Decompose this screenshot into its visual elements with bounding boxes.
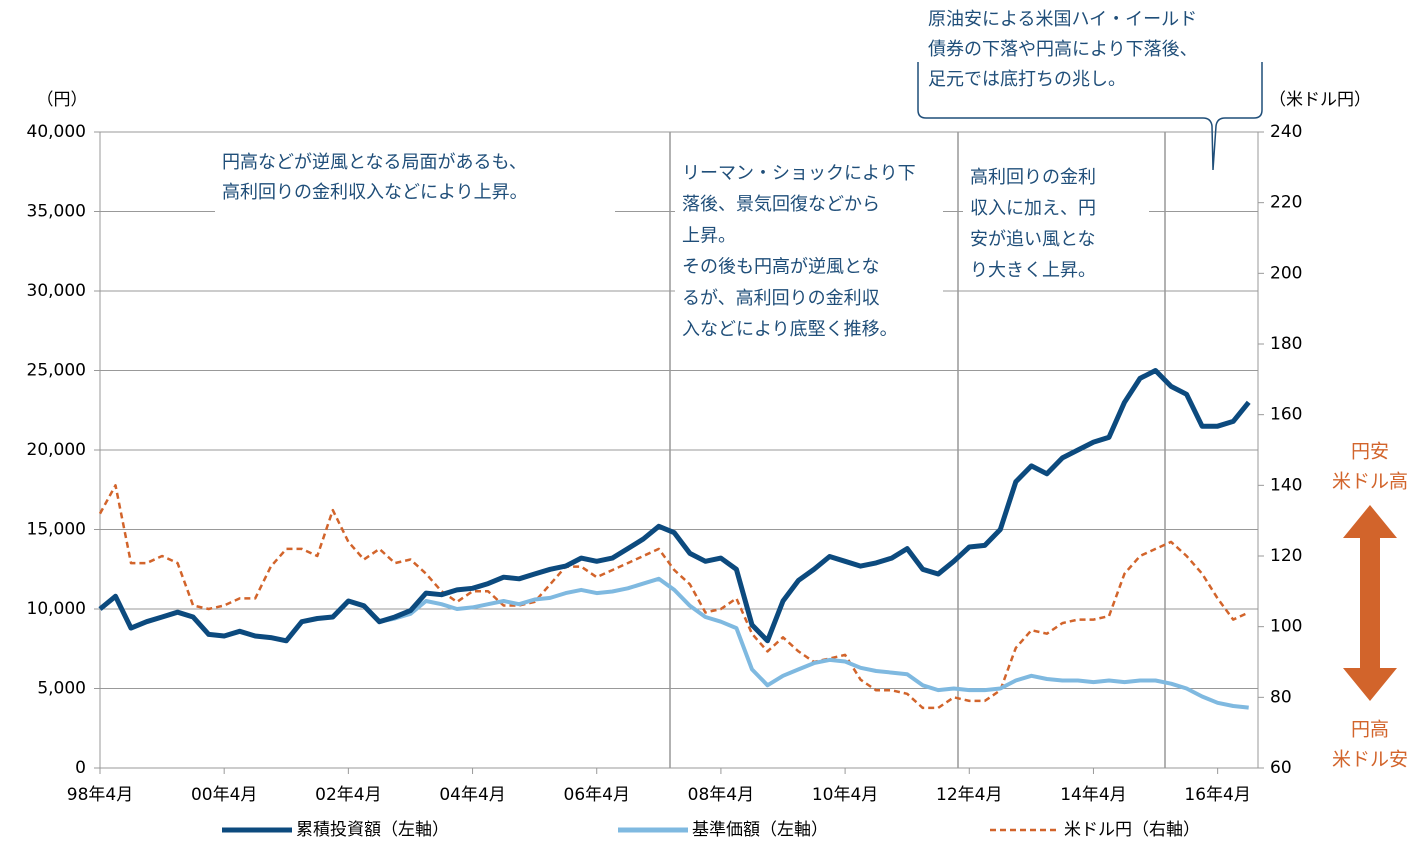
annotation: 円高などが逆風となる局面があるも、 [222,152,527,173]
annotation: 原油安による米国ハイ・イールド [928,9,1197,30]
annotation: 上昇。 [682,225,736,246]
side-label: 米ドル高 [1332,471,1408,493]
annotation: り大きく上昇。 [970,260,1096,281]
y2-tick-label: 160 [1270,405,1302,425]
x-tick-label: 16年4月 [1184,785,1250,805]
callout-bubble [917,62,1263,171]
side-label: 円安 [1351,441,1389,463]
annotation: 高利回りの金利収入などにより上昇。 [222,182,528,203]
y2-tick-label: 120 [1270,546,1302,566]
annotation-box [215,146,615,212]
y-tick-label: 10,000 [27,599,86,619]
legend-label: 基準価額（左軸） [692,820,828,840]
legend-label: 累積投資額（左軸） [296,820,449,840]
annotation: 落後、景気回復などから [682,194,880,215]
x-tick-label: 06年4月 [564,785,630,805]
x-tick-label: 12年4月 [936,785,1002,805]
y2-tick-label: 220 [1270,193,1302,213]
y-tick-label: 35,000 [27,202,86,222]
x-tick-label: 14年4月 [1060,785,1126,805]
annotation-box [675,158,943,344]
x-tick-label: 10年4月 [812,785,878,805]
annotation: るが、高利回りの金利収 [682,288,880,309]
x-tick-label: 02年4月 [315,785,381,805]
annotation-box [963,160,1149,288]
annotation: 足元では底打ちの兆し。 [928,69,1126,90]
series-line [98,368,1251,644]
annotation: 高利回りの金利 [970,167,1096,188]
side-label: 円高 [1351,719,1389,741]
series-line [98,484,1250,710]
annotation: 入などにより底堅く推移。 [682,319,898,340]
y-tick-label: 15,000 [27,520,86,540]
y-tick-label: 25,000 [27,361,86,381]
series [98,368,1251,710]
y-tick-label: 30,000 [27,281,86,301]
y2-tick-label: 140 [1270,475,1302,495]
y2-axis-label: （米ドル円） [1269,90,1371,110]
legend-label: 米ドル円（右軸） [1064,820,1200,840]
y-tick-label: 20,000 [27,440,86,460]
y2-tick-label: 200 [1270,263,1302,283]
x-tick-label: 98年4月 [67,785,133,805]
annotation: 安が追い風とな [970,229,1095,250]
y2-tick-label: 240 [1270,122,1302,142]
y2-tick-label: 180 [1270,334,1302,354]
x-tick-label: 00年4月 [191,785,257,805]
annotation: リーマン・ショックにより下 [682,163,916,184]
direction-arrow [1343,505,1397,701]
annotation: 債券の下落や円高により下落後、 [928,39,1198,60]
y-tick-label: 0 [75,758,86,778]
x-tick-label: 04年4月 [439,785,505,805]
annotation: その後も円高が逆風とな [682,257,879,278]
y-axis-label: （円） [37,90,88,110]
y2-tick-label: 80 [1270,687,1292,707]
y2-tick-label: 60 [1270,758,1292,778]
y-tick-label: 5,000 [37,679,86,699]
x-tick-label: 08年4月 [688,785,754,805]
y-tick-label: 40,000 [27,122,86,142]
annotation: 収入に加え、円 [970,198,1096,219]
y2-tick-label: 100 [1270,617,1302,637]
side-label: 米ドル安 [1332,749,1408,771]
